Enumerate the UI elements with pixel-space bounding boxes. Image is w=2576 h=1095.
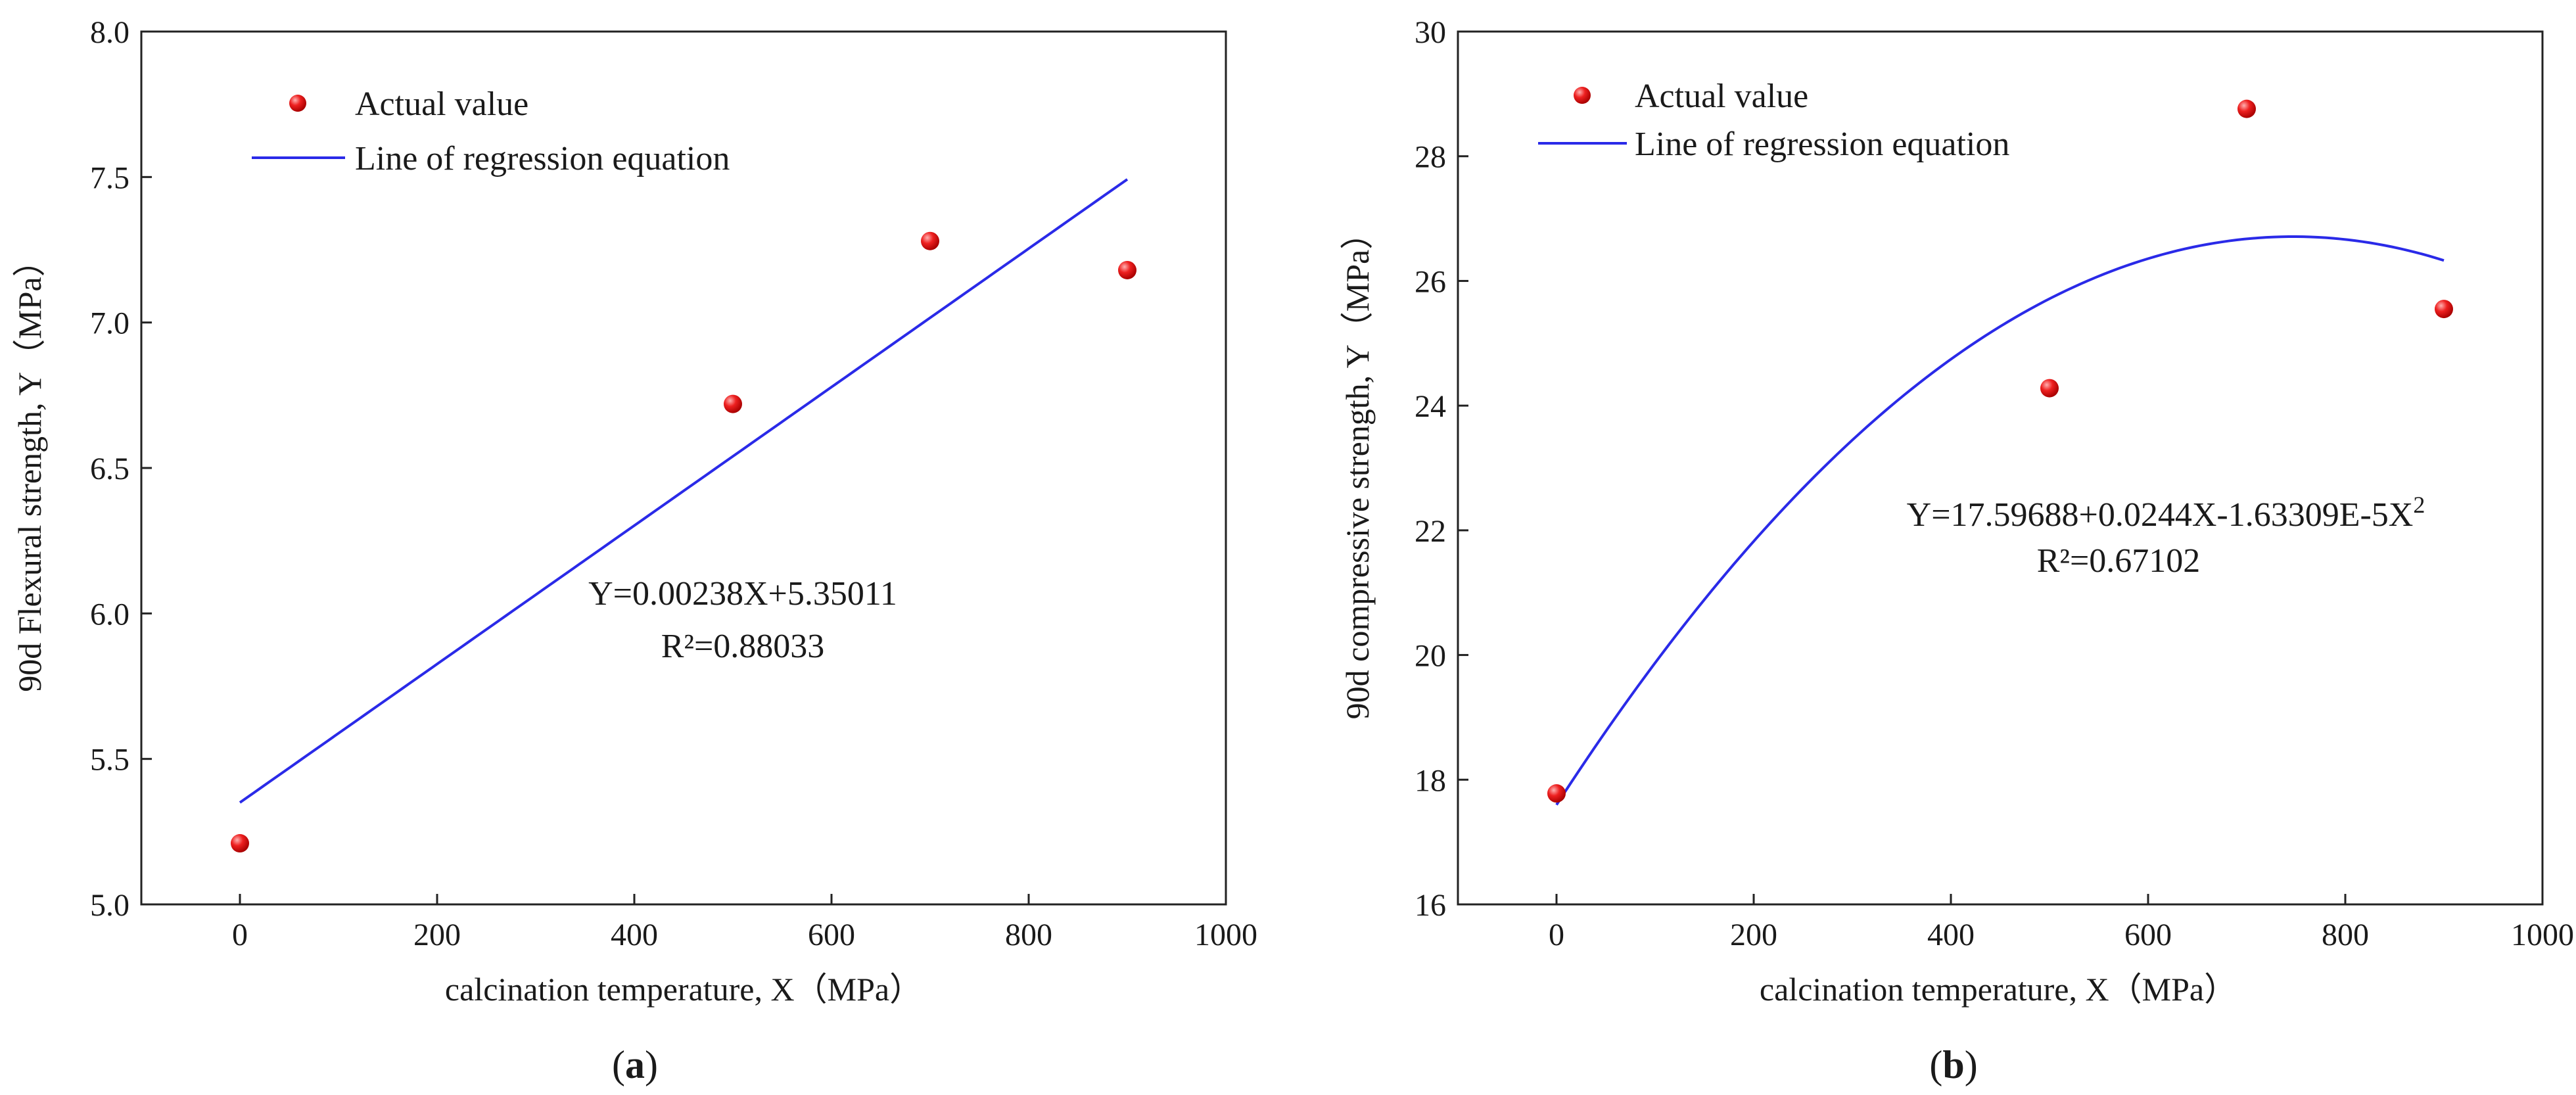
legend-a: Actual value Line of regression equation [252, 85, 730, 177]
plot-frame-b [1457, 30, 2544, 906]
y-tick-label: 6.5 [90, 452, 129, 486]
data-point [1547, 784, 1566, 803]
regression-curve-b [1555, 235, 2445, 806]
x-tick-label: 800 [2322, 918, 2369, 952]
legend-label-line-a: Line of regression equation [355, 140, 730, 177]
x-tick-label: 200 [1730, 918, 1777, 952]
data-point [921, 231, 939, 250]
y-tick-label: 30 [1415, 15, 1446, 50]
actual-points-a [231, 231, 1136, 853]
y-axis-label-a: 90d Flexural strength, Y（MPa） [11, 244, 48, 691]
axis-ticks-b: 0 200 400 600 800 1000 16 18 20 22 24 26 28 30 [1415, 15, 2574, 952]
panel-label-b: (b) [1929, 1043, 1977, 1086]
data-point [231, 834, 249, 853]
y-tick-label: 26 [1415, 264, 1446, 299]
x-tick-label: 400 [611, 918, 658, 952]
y-tick-label: 5.5 [90, 743, 129, 778]
legend-b: Actual value Line of regression equation [1538, 78, 2009, 163]
chart-panel-a: 0 200 400 600 800 1000 5.0 5.5 6.0 6.5 7.0 7.5 8.0 A… [11, 15, 1257, 1086]
axis-ticks-a: 0 200 400 600 800 1000 5.0 5.5 6.0 6.5 7.0 7.5 8.0 [90, 15, 1257, 952]
x-tick-label: 600 [2124, 918, 2172, 952]
r2-text-a: R²=0.88033 [661, 628, 825, 665]
data-point [724, 394, 742, 413]
chart-panel-b: 0 200 400 600 800 1000 16 18 20 22 24 26 28 30 Actual… [1339, 15, 2574, 1086]
y-tick-label: 7.5 [90, 160, 129, 195]
data-point [1118, 260, 1136, 279]
r2-text-b: R²=0.67102 [2037, 542, 2201, 580]
x-tick-label: 0 [232, 918, 248, 952]
data-point [2040, 379, 2059, 398]
y-tick-label: 22 [1415, 514, 1446, 549]
x-tick-label: 200 [413, 918, 461, 952]
legend-point-marker-b [1574, 87, 1591, 104]
x-axis-label-a: calcination temperature, X（MPa） [445, 971, 922, 1008]
y-tick-label: 6.0 [90, 597, 129, 632]
regression-path [239, 178, 1129, 804]
actual-points-b [1547, 99, 2453, 803]
y-tick-label: 5.0 [90, 888, 129, 923]
regression-path [1555, 235, 2445, 806]
legend-label-actual-b: Actual value [1635, 78, 1808, 115]
panel-label-a: (a) [612, 1043, 658, 1086]
x-tick-label: 1000 [2511, 918, 2574, 952]
y-axis-label-b: 90d compressive strength, Y（MPa） [1339, 217, 1376, 720]
y-tick-label: 16 [1415, 888, 1446, 923]
legend-point-marker-a [289, 95, 306, 112]
y-tick-label: 18 [1415, 763, 1446, 798]
legend-label-line-b: Line of regression equation [1635, 126, 2009, 163]
x-tick-label: 1000 [1194, 918, 1257, 952]
x-axis-label-b: calcination temperature, X（MPa） [1760, 971, 2237, 1008]
legend-label-actual-a: Actual value [355, 85, 528, 123]
x-tick-label: 0 [1549, 918, 1564, 952]
y-tick-label: 8.0 [90, 15, 129, 50]
data-point [2237, 99, 2256, 118]
data-point [2435, 300, 2453, 319]
x-tick-label: 600 [808, 918, 855, 952]
equation-text-b: Y=17.59688+0.0244X-1.63309E-5X2 [1907, 492, 2425, 534]
x-tick-label: 800 [1005, 918, 1052, 952]
y-tick-label: 24 [1415, 389, 1446, 424]
x-tick-label: 400 [1927, 918, 1975, 952]
y-tick-label: 20 [1415, 639, 1446, 674]
y-tick-label: 7.0 [90, 306, 129, 341]
equation-text-a: Y=0.00238X+5.35011 [588, 575, 897, 613]
y-tick-label: 28 [1415, 140, 1446, 175]
regression-line-a [239, 178, 1129, 804]
